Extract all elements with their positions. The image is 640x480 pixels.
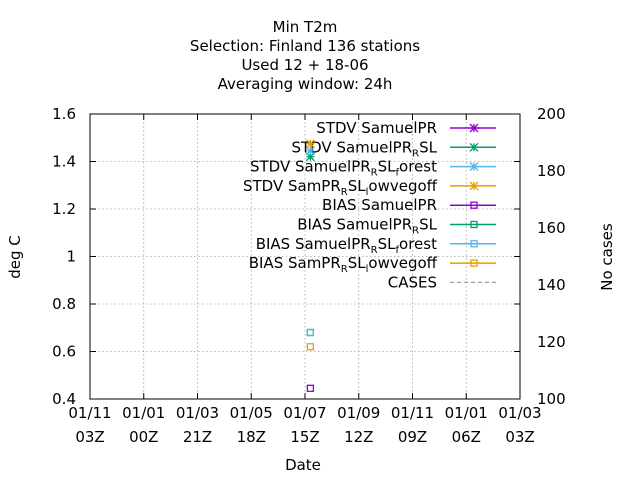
y2-axis-label: No cases xyxy=(598,223,616,291)
x-tick-label: 01/11 xyxy=(68,404,111,422)
legend-label: STDV SamPRRSLlowvegoff xyxy=(243,177,438,198)
y2-tick-label: 180 xyxy=(537,162,566,180)
x-tick-label: 01/07 xyxy=(283,404,326,422)
x-tick-label: 01/11 xyxy=(391,404,434,422)
x-tick-label: 01/05 xyxy=(230,404,273,422)
data-point xyxy=(306,343,315,351)
x-axis-label: Date xyxy=(285,456,321,474)
y2-tick-label: 100 xyxy=(537,390,566,408)
legend-marker xyxy=(469,162,479,172)
legend-label: CASES xyxy=(388,273,437,291)
legend-marker xyxy=(470,201,478,209)
y2-tick-label: 120 xyxy=(537,333,566,351)
legend-label: BIAS SamuelPRRSL xyxy=(297,216,437,237)
legend-label: BIAS SamuelPRRSLforest xyxy=(256,235,437,256)
x-tick-label: 06Z xyxy=(452,428,481,446)
y-tick-label: 0.8 xyxy=(52,295,76,313)
legend-marker xyxy=(470,220,478,229)
x-tick-label: 09Z xyxy=(398,428,427,446)
y2-tick-label: 200 xyxy=(537,105,566,123)
y-tick-label: 1.6 xyxy=(52,105,76,123)
data-point xyxy=(305,139,315,149)
legend-label: STDV SamuelPR xyxy=(316,119,437,137)
data-marks xyxy=(305,139,315,392)
legend-label: STDV SamuelPRRSL xyxy=(291,138,437,159)
x-tick-label: 21Z xyxy=(183,428,212,446)
x-tick-label: 01/01 xyxy=(122,404,165,422)
data-point xyxy=(306,384,315,392)
legend-marker xyxy=(470,259,478,267)
x-tick-label: 03Z xyxy=(505,428,534,446)
legend-marker xyxy=(469,142,479,152)
x-tick-label: 01/03 xyxy=(498,404,541,422)
x-tick-label: 12Z xyxy=(344,428,373,446)
legend-label: BIAS SamPRRSLlowvegoff xyxy=(249,254,438,275)
legend-marker xyxy=(470,240,478,248)
x-tick-label: 00Z xyxy=(129,428,158,446)
y-tick-label: 0.6 xyxy=(52,343,76,361)
y-tick-label: 1 xyxy=(66,248,76,266)
title-line: Min T2m xyxy=(273,18,338,36)
legend-marker xyxy=(469,123,479,133)
x-tick-label: 15Z xyxy=(290,428,319,446)
y-tick-label: 1.4 xyxy=(52,153,76,171)
data-point xyxy=(306,328,315,337)
data-point xyxy=(305,146,315,156)
data-point xyxy=(306,328,315,337)
x-tick-label: 01/09 xyxy=(337,404,380,422)
x-tick-label: 01/01 xyxy=(445,404,488,422)
y-tick-label: 1.2 xyxy=(52,200,76,218)
y-tick-label: 0.4 xyxy=(52,390,76,408)
x-tick-label: 03Z xyxy=(75,428,104,446)
y2-tick-label: 160 xyxy=(537,219,566,237)
y-axis-label: deg C xyxy=(6,235,24,279)
x-tick-label: 18Z xyxy=(237,428,266,446)
title-line: Selection: Finland 136 stations xyxy=(190,37,420,55)
axes: 0.4 0.6 0.8 1 1.2 1.4 1.6 100 120 140 160 180 200 01/… xyxy=(6,105,616,474)
title-line: Averaging window: 24h xyxy=(218,75,393,93)
legend-label: BIAS SamuelPR xyxy=(322,196,437,214)
grid xyxy=(90,114,520,399)
x-tick-label: 01/03 xyxy=(176,404,219,422)
title-line: Used 12 + 18-06 xyxy=(241,56,368,74)
legend-label: STDV SamuelPRRSLforest xyxy=(250,158,437,179)
legend-marker xyxy=(469,181,479,191)
y2-tick-label: 140 xyxy=(537,276,566,294)
